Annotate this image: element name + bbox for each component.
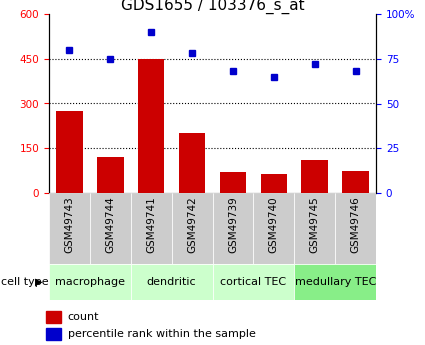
Text: medullary TEC: medullary TEC [295, 277, 376, 287]
Text: ▶: ▶ [35, 277, 42, 287]
Bar [90, 193, 131, 264]
Text: GSM49740: GSM49740 [269, 197, 279, 253]
Text: percentile rank within the sample: percentile rank within the sample [68, 329, 256, 339]
Text: GSM49742: GSM49742 [187, 197, 197, 254]
Bar [301, 160, 328, 193]
Bar [179, 134, 205, 193]
Bar [138, 59, 164, 193]
Bar [49, 193, 90, 264]
Bar [46, 310, 60, 323]
Bar [172, 193, 212, 264]
Text: cell type: cell type [1, 277, 48, 287]
Text: GSM49744: GSM49744 [105, 197, 115, 254]
Bar [294, 193, 335, 264]
Bar [335, 193, 376, 264]
Text: GSM49746: GSM49746 [351, 197, 361, 254]
Text: cortical TEC: cortical TEC [220, 277, 286, 287]
Bar [212, 264, 294, 300]
Title: GDS1655 / 103376_s_at: GDS1655 / 103376_s_at [121, 0, 304, 14]
Text: GSM49739: GSM49739 [228, 197, 238, 254]
Bar [49, 264, 131, 300]
Bar [97, 157, 124, 193]
Bar [294, 264, 376, 300]
Bar [56, 111, 82, 193]
Bar [220, 172, 246, 193]
Text: count: count [68, 312, 99, 322]
Bar [46, 328, 60, 340]
Bar [261, 174, 287, 193]
Bar [131, 264, 212, 300]
Bar [253, 193, 294, 264]
Bar [343, 171, 369, 193]
Text: macrophage: macrophage [55, 277, 125, 287]
Bar [131, 193, 172, 264]
Text: dendritic: dendritic [147, 277, 196, 287]
Text: GSM49743: GSM49743 [64, 197, 74, 254]
Text: GSM49741: GSM49741 [146, 197, 156, 254]
Bar [212, 193, 253, 264]
Text: GSM49745: GSM49745 [310, 197, 320, 254]
